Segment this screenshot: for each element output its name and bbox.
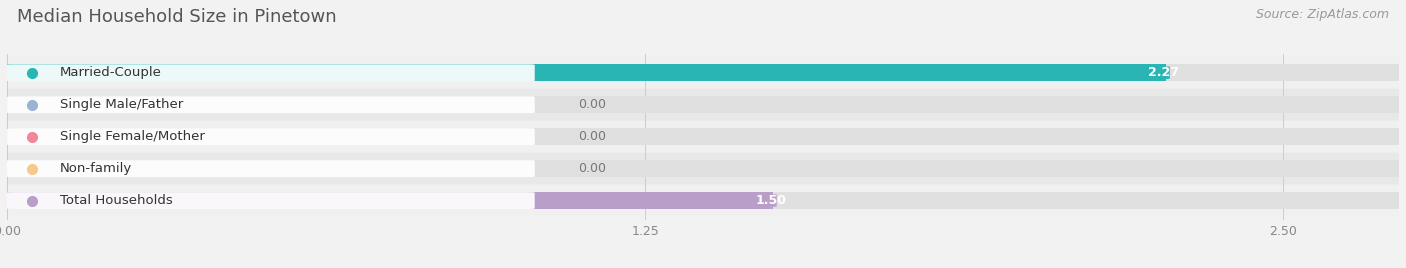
Text: 0.00: 0.00 bbox=[578, 98, 606, 111]
Bar bbox=[7, 96, 1399, 113]
FancyBboxPatch shape bbox=[7, 192, 534, 209]
FancyBboxPatch shape bbox=[7, 128, 534, 145]
FancyBboxPatch shape bbox=[7, 64, 534, 81]
FancyBboxPatch shape bbox=[1062, 66, 1170, 79]
Text: Single Male/Father: Single Male/Father bbox=[60, 98, 183, 111]
Bar bbox=[7, 65, 1166, 81]
FancyBboxPatch shape bbox=[7, 89, 1399, 121]
FancyBboxPatch shape bbox=[7, 160, 534, 177]
Text: 1.50: 1.50 bbox=[755, 194, 786, 207]
Text: Single Female/Mother: Single Female/Mother bbox=[60, 130, 205, 143]
Text: Non-family: Non-family bbox=[60, 162, 132, 175]
FancyBboxPatch shape bbox=[7, 121, 1399, 153]
Text: Married-Couple: Married-Couple bbox=[60, 66, 162, 79]
FancyBboxPatch shape bbox=[7, 185, 1399, 217]
Bar bbox=[7, 192, 1399, 209]
Bar bbox=[7, 192, 773, 209]
FancyBboxPatch shape bbox=[7, 153, 1399, 185]
Bar bbox=[7, 160, 1399, 177]
Text: 2.27: 2.27 bbox=[1149, 66, 1180, 79]
FancyBboxPatch shape bbox=[7, 57, 1399, 89]
Text: 0.00: 0.00 bbox=[578, 162, 606, 175]
Bar bbox=[7, 65, 1399, 81]
Text: Total Households: Total Households bbox=[60, 194, 173, 207]
Text: 0.00: 0.00 bbox=[578, 130, 606, 143]
Bar bbox=[7, 128, 1399, 145]
Text: Source: ZipAtlas.com: Source: ZipAtlas.com bbox=[1256, 8, 1389, 21]
Text: Median Household Size in Pinetown: Median Household Size in Pinetown bbox=[17, 8, 336, 26]
FancyBboxPatch shape bbox=[668, 194, 776, 207]
FancyBboxPatch shape bbox=[7, 96, 534, 113]
